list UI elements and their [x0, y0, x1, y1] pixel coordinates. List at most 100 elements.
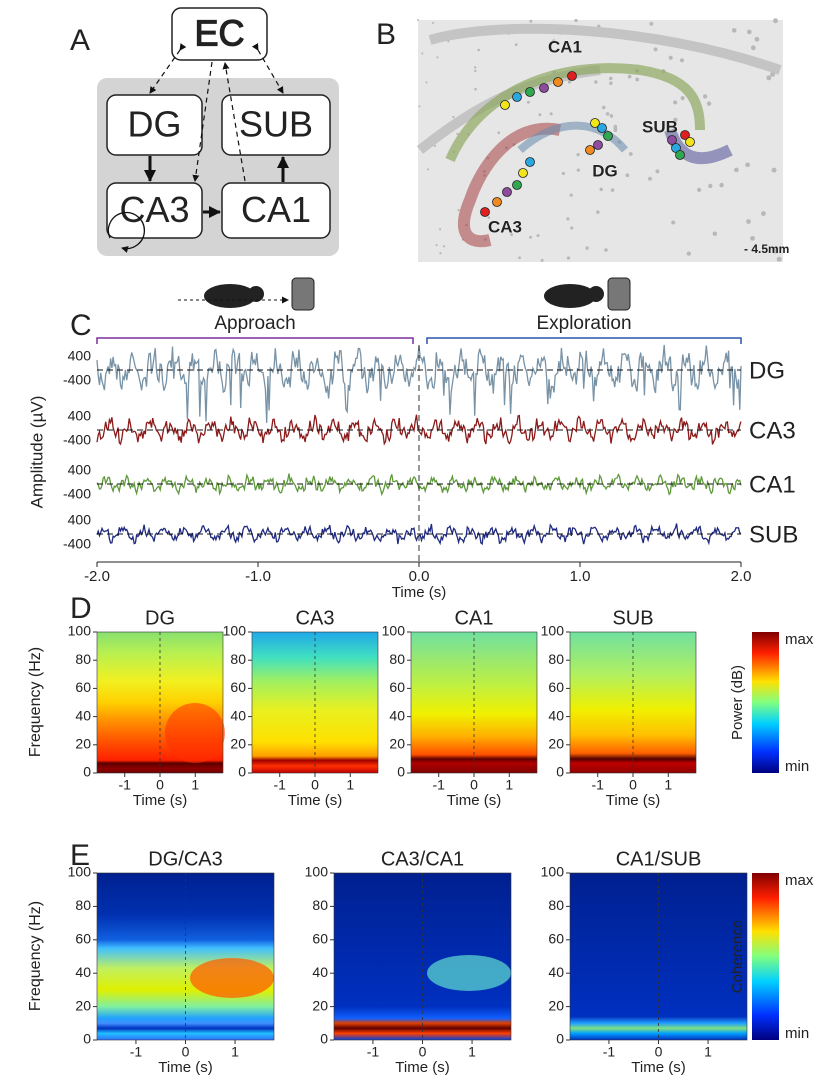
- tissue-speck: [601, 105, 606, 110]
- heatmap-blob: [190, 958, 274, 998]
- tissue-speck: [456, 132, 459, 136]
- y-tick-label: 80: [75, 897, 91, 913]
- tissue-speck: [708, 183, 713, 189]
- amplitude-tick-label: 400: [68, 348, 92, 364]
- x-tick-label: 0: [655, 1044, 663, 1060]
- tissue-speck: [649, 21, 654, 26]
- electrode-dot: [590, 118, 600, 128]
- tissue-speck: [776, 256, 782, 262]
- x-tick-label: -1.0: [245, 568, 271, 585]
- panel-label: D: [70, 592, 92, 625]
- amplitude-tick-label: 400: [68, 462, 92, 478]
- x-axis-label: Time (s): [447, 792, 501, 809]
- colorbar-max: max: [785, 631, 814, 648]
- y-tick-label: 100: [68, 623, 92, 639]
- tissue-speck: [668, 55, 673, 60]
- phase-bracket: [426, 337, 742, 344]
- x-tick-label: 0.0: [409, 568, 430, 585]
- x-axis-label: Time (s): [133, 792, 187, 809]
- y-tick-label: 80: [548, 651, 564, 667]
- tissue-speck: [576, 168, 581, 172]
- tissue-speck: [746, 29, 752, 35]
- tissue-speck: [518, 256, 521, 260]
- region-label: SUB: [642, 117, 678, 136]
- y-tick-label: 20: [75, 736, 91, 752]
- amplitude-tick-label: -400: [63, 432, 91, 448]
- tissue-speck: [585, 246, 589, 250]
- y-tick-label: 100: [305, 864, 329, 880]
- node-box: [221, 182, 331, 239]
- channel-label: CA3: [749, 417, 796, 444]
- heatmap-title: CA3/CA1: [381, 848, 464, 870]
- tissue-speck: [772, 248, 778, 254]
- tissue-speck: [473, 66, 477, 69]
- rat-body: [544, 284, 596, 308]
- channel-label: CA1: [749, 471, 796, 498]
- tissue-speck: [745, 162, 750, 168]
- tissue-speck: [514, 43, 518, 46]
- node-label: CA1: [241, 189, 311, 230]
- tissue-speck: [679, 58, 685, 63]
- tissue-speck: [442, 245, 446, 248]
- colorbar-max: max: [785, 872, 814, 889]
- amplitude-tick-label: 400: [68, 408, 92, 424]
- heatmap-title: DG/CA3: [148, 848, 222, 870]
- connection-arrow: [192, 61, 213, 182]
- amplitude-tick-label: -400: [63, 486, 91, 502]
- connection-arrow: [222, 62, 246, 182]
- tissue-speck: [435, 244, 438, 247]
- colorbar: [752, 873, 779, 1040]
- y-tick-label: 0: [83, 764, 91, 780]
- colorbar-min: min: [785, 758, 809, 775]
- heatmap-title: DG: [145, 607, 175, 629]
- electrode-dot: [567, 71, 577, 81]
- electrode-dot: [553, 77, 563, 87]
- x-tick-label: -2.0: [84, 568, 110, 585]
- y-tick-label: 0: [397, 764, 405, 780]
- tissue-speck: [734, 167, 739, 173]
- tissue-speck: [425, 81, 428, 84]
- ca1-band: [445, 63, 705, 162]
- y-tick-label: 80: [230, 651, 246, 667]
- tissue-speck: [569, 193, 573, 197]
- y-tick-label: 100: [68, 864, 92, 880]
- y-tick-label: 40: [548, 964, 564, 980]
- tissue-speck: [719, 182, 724, 188]
- tissue-speck: [605, 112, 610, 116]
- y-tick-label: 20: [230, 736, 246, 752]
- heatmap-title: CA1/SUB: [616, 848, 702, 870]
- tissue-speck: [594, 80, 598, 84]
- tissue-speck: [754, 36, 760, 42]
- tissue-speck: [421, 52, 424, 55]
- y-tick-label: 20: [312, 997, 328, 1013]
- x-axis-label: Time (s): [631, 1059, 685, 1076]
- tissue-speck: [635, 77, 640, 82]
- tissue-speck: [653, 47, 658, 52]
- rat-body: [204, 284, 256, 308]
- y-tick-label: 60: [75, 931, 91, 947]
- x-axis-label: Time (s): [395, 1059, 449, 1076]
- tissue-speck: [570, 226, 574, 230]
- lfp-trace: [96, 414, 742, 446]
- recurrent-loop: [107, 211, 145, 253]
- tissue-speck: [671, 220, 676, 225]
- y-tick-label: 60: [312, 931, 328, 947]
- y-tick-label: 60: [548, 931, 564, 947]
- tissue-speck: [529, 19, 533, 23]
- object: [607, 277, 631, 311]
- tissue-speck: [773, 18, 778, 24]
- x-tick-label: 1: [704, 1044, 712, 1060]
- tissue-speck: [432, 21, 435, 24]
- x-tick-label: 0: [311, 777, 319, 793]
- tissue-speck: [673, 117, 678, 122]
- tissue-speck: [474, 88, 477, 91]
- tissue-speck: [610, 188, 615, 192]
- electrode-dot: [518, 168, 528, 178]
- ca3-band: [458, 122, 562, 248]
- tissue-speck: [604, 248, 608, 252]
- rat-head: [588, 286, 604, 302]
- tissue-speck: [627, 74, 632, 79]
- tissue-speck: [596, 210, 600, 214]
- x-tick-label: 1: [346, 777, 354, 793]
- tissue-speck: [771, 167, 777, 173]
